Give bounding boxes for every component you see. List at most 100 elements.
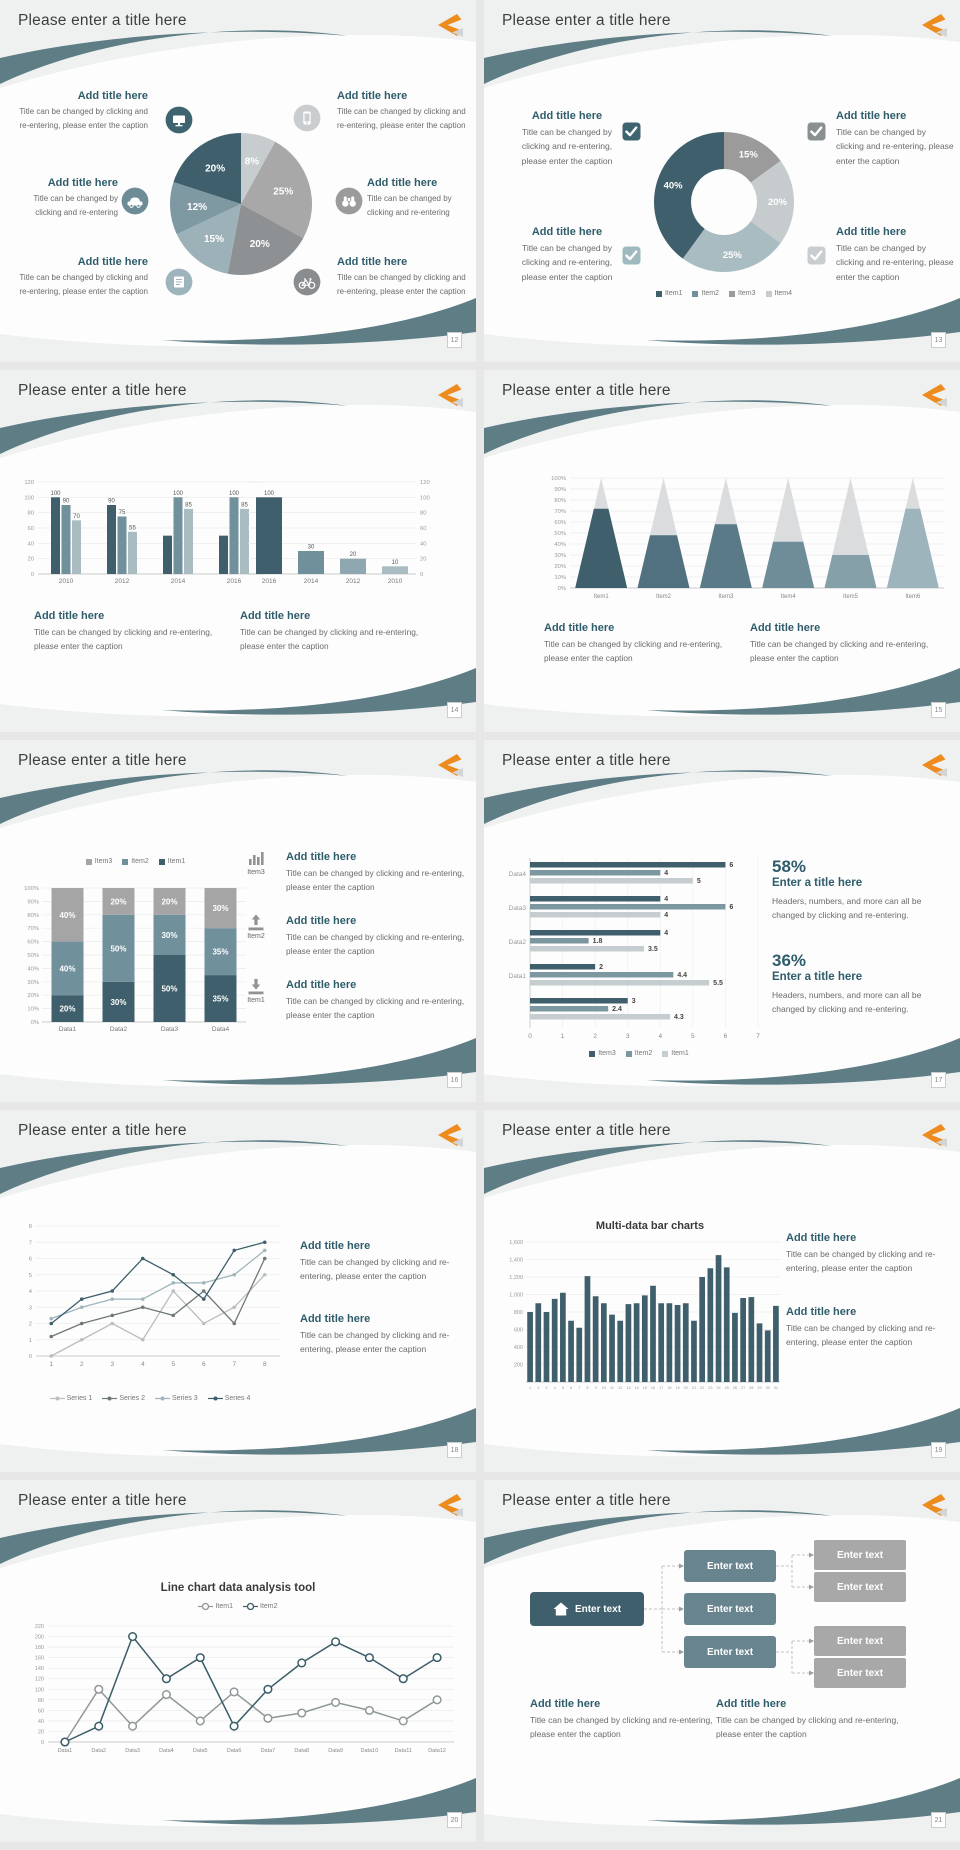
stacked-segment [204, 928, 237, 976]
stat-caption: Headers, numbers, and more can all be ch… [772, 990, 922, 1015]
svg-text:40%: 40% [59, 911, 75, 920]
block-heading: Add title here [716, 1698, 787, 1710]
svg-text:3: 3 [110, 1361, 114, 1368]
marker [331, 1637, 341, 1647]
legend-item: Item1 [655, 290, 682, 297]
diagram-leaf-box[interactable]: Enter text [814, 1572, 906, 1602]
marker [128, 1721, 138, 1731]
svg-text:8: 8 [586, 1386, 588, 1390]
stacked-segment [102, 914, 135, 982]
pyramid-fill [762, 541, 815, 588]
marker [49, 1334, 54, 1339]
text-block: Add title here Title can be changed by cl… [510, 226, 624, 284]
marker [232, 1248, 237, 1253]
svg-text:Data8: Data8 [294, 1748, 309, 1754]
pyramid-fill [637, 535, 690, 588]
block-caption: Title can be changed by clicking and re-… [286, 932, 465, 957]
marker [229, 1687, 239, 1697]
block-heading: Add title here [286, 979, 357, 991]
block-caption: Title can be changed by clicking and re-… [367, 194, 452, 217]
bar [609, 1314, 615, 1382]
slide-20[interactable]: Please enter a title here 20 Line chart da… [0, 1480, 476, 1842]
svg-text:20: 20 [684, 1386, 688, 1390]
diagram-leaf-box[interactable]: Enter text [814, 1540, 906, 1570]
diagram-mid-box[interactable]: Enter text [684, 1593, 776, 1625]
stacked-segment [153, 955, 186, 1022]
slide-16[interactable]: Please enter a title here 16 Item3 Item2 Ite… [0, 740, 476, 1102]
svg-text:0%: 0% [31, 1020, 39, 1026]
svg-text:4: 4 [141, 1361, 145, 1368]
marker [140, 1305, 145, 1310]
svg-text:5: 5 [29, 1273, 32, 1279]
marker [262, 1240, 267, 1245]
diagram-leaf-box[interactable]: Enter text [814, 1626, 906, 1656]
block-caption: Title can be changed by clicking and re-… [716, 1715, 899, 1740]
page-number: 12 [447, 332, 462, 348]
block-heading: Add title here [836, 110, 907, 122]
text-block: Add title here Title can be changed by cl… [286, 915, 468, 958]
diagram-leaf-box[interactable]: Enter text [814, 1658, 906, 1688]
diagram-mid-box[interactable]: Enter text [684, 1636, 776, 1668]
svg-text:30: 30 [308, 545, 315, 551]
slide-15[interactable]: Please enter a title here 15 0% 10% 20% 30% 40… [484, 370, 960, 732]
block-caption: Title can be changed by clicking and re-… [836, 243, 954, 282]
marker [263, 1684, 273, 1694]
slide-19[interactable]: Please enter a title here 19 Multi-data ba… [484, 1110, 960, 1472]
svg-text:4.4: 4.4 [677, 972, 687, 979]
legend-item: Item2 [243, 1602, 278, 1611]
download-icon [248, 979, 264, 995]
block-heading: Add title here [286, 915, 357, 927]
svg-text:50%: 50% [161, 985, 177, 994]
slide-12[interactable]: Please enter a title here 12 8% 25% 20% 15% 12… [0, 0, 476, 362]
brand-logo-icon [922, 14, 947, 37]
svg-text:Data2: Data2 [91, 1748, 106, 1754]
stat-block: 36% Enter a title here Headers, numbers, a… [772, 952, 952, 1017]
bar [219, 535, 228, 574]
slide-21[interactable]: Please enter a title here 21 Enter text Ent… [484, 1480, 960, 1842]
diagram-root-box[interactable]: Enter text [530, 1592, 644, 1626]
marker [232, 1272, 237, 1277]
donut-slice [724, 132, 781, 183]
svg-text:7: 7 [578, 1386, 580, 1390]
marker [232, 1305, 237, 1310]
svg-text:Item4: Item4 [781, 594, 797, 600]
slide-title: Please enter a title here [18, 12, 187, 29]
slide-18[interactable]: Please enter a title here 18 0 1 2 3 4 5 6 7 8 1 2 3 4… [0, 1110, 476, 1472]
legend-item: Item2 [692, 290, 719, 297]
svg-text:400: 400 [514, 1345, 523, 1351]
slide-title: Please enter a title here [502, 1492, 671, 1509]
svg-text:7: 7 [232, 1361, 236, 1368]
diagram-mid-box[interactable]: Enter text [684, 1550, 776, 1582]
legend-label: Item3 [738, 290, 756, 297]
pie-chart: 8% 25% 20% 15% 12% 20% [170, 133, 312, 275]
svg-text:20: 20 [28, 557, 34, 563]
feature-label: Item2 [247, 933, 265, 940]
svg-text:4: 4 [664, 930, 668, 937]
svg-text:20%: 20% [205, 163, 225, 174]
diagram-connectors [644, 1552, 814, 1676]
svg-text:100: 100 [264, 491, 275, 497]
legend-swatch [662, 1050, 669, 1057]
svg-text:6: 6 [729, 862, 733, 869]
slide-13[interactable]: Please enter a title here 13 15% 20% 25% 40% I… [484, 0, 960, 362]
svg-text:3: 3 [626, 1033, 630, 1040]
legend-label: Series 3 [172, 1395, 198, 1402]
legend-swatch [589, 1050, 596, 1057]
marker [262, 1248, 267, 1253]
brand-logo-icon [438, 1124, 463, 1147]
slide-14[interactable]: Please enter a title here 14 0 20 40 60 80 100 1… [0, 370, 476, 732]
stacked-segment [204, 888, 237, 929]
block-heading: Add title here [337, 90, 408, 102]
bar [382, 566, 408, 574]
bar [535, 1303, 542, 1382]
block-heading: Add title here [531, 110, 603, 122]
svg-text:600: 600 [514, 1328, 523, 1334]
svg-text:90%: 90% [27, 899, 39, 905]
brand-logo-icon [922, 754, 947, 777]
slide-17[interactable]: Please enter a title here 17 0 1 2 3 4 5 6 7 6 4 5 Da… [484, 740, 960, 1102]
svg-text:27: 27 [741, 1386, 745, 1390]
hbar [530, 1006, 609, 1012]
hbar [530, 998, 628, 1004]
brand-logo-icon [922, 384, 947, 407]
